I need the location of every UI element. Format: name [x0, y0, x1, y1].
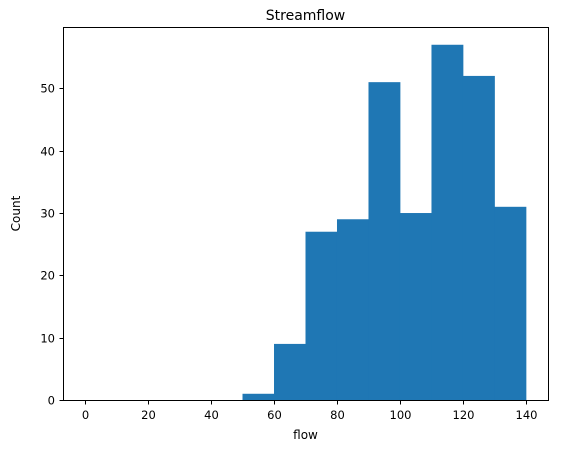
x-tick-label-40: 40: [204, 408, 219, 422]
y-tick-label-10: 10: [40, 332, 55, 346]
histogram-bar-110-120: [431, 44, 464, 400]
histogram-bar-80-90: [336, 219, 369, 400]
axis-ticks: 0 20 40 60 80 100 120 140 0 10 20 30 40 50: [40, 82, 537, 423]
y-axis-label: Count: [9, 195, 23, 231]
histogram-bar-130-140: [494, 206, 527, 400]
y-tick-label-20: 20: [40, 269, 55, 283]
x-tick-label-100: 100: [390, 408, 412, 422]
y-tick-label-50: 50: [40, 82, 55, 96]
x-tick-label-120: 120: [453, 408, 475, 422]
histogram-bar-100-110: [399, 213, 432, 400]
y-tick-label-30: 30: [40, 207, 55, 221]
x-axis-label: flow: [293, 428, 318, 442]
histogram-bar-50-60: [242, 393, 275, 400]
x-tick-label-60: 60: [267, 408, 282, 422]
y-tick-label-40: 40: [40, 145, 55, 159]
y-tick-label-0: 0: [48, 394, 55, 408]
histogram-bar-90-100: [368, 82, 401, 400]
chart-title: Streamflow: [266, 8, 346, 24]
histogram-bars: [242, 44, 527, 401]
x-tick-label-20: 20: [141, 408, 156, 422]
histogram-bar-60-70: [274, 343, 306, 400]
histogram-bar-120-130: [462, 75, 495, 401]
x-tick-label-0: 0: [82, 408, 89, 422]
histogram-bar-70-80: [305, 231, 338, 400]
x-tick-label-140: 140: [516, 408, 538, 422]
x-tick-label-80: 80: [330, 408, 345, 422]
plot-frame: [63, 27, 549, 401]
